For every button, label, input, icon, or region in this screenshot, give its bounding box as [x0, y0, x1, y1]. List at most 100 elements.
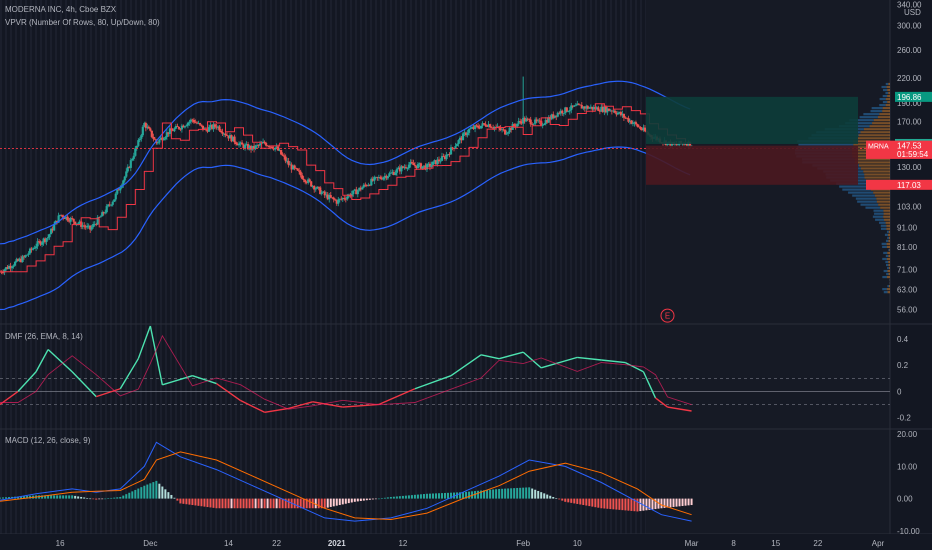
macd-histogram-bar — [585, 498, 588, 506]
vpvr-bar-up — [884, 233, 888, 236]
vpvr-bar-down — [878, 203, 890, 206]
candle-body — [215, 126, 218, 128]
price-tag-label: 147.53 — [897, 142, 922, 151]
price-tick-label: 220.00 — [897, 74, 922, 83]
dmf-pane[interactable] — [0, 325, 890, 413]
currency-label: USD — [904, 8, 921, 17]
candle-body — [624, 117, 627, 119]
time-tick-label: 12 — [398, 539, 407, 548]
candle-body — [416, 164, 420, 169]
candle-body — [561, 110, 564, 114]
candle-body — [377, 177, 380, 178]
session-stripe — [400, 0, 402, 534]
macd-histogram-bar — [329, 498, 332, 507]
candle-body — [134, 148, 137, 156]
candle-body — [167, 132, 170, 134]
macd-histogram-bar — [266, 498, 269, 509]
macd-histogram-bar — [501, 488, 504, 499]
candle-body — [264, 143, 268, 146]
candle-body — [156, 142, 159, 144]
session-stripe — [190, 0, 192, 534]
price-scale[interactable]: 340.00300.00260.00220.00190.00170.00149.… — [897, 0, 922, 535]
candle-body — [194, 122, 197, 124]
vpvr-bar-up — [798, 143, 854, 146]
macd-histogram-bar — [344, 498, 347, 504]
macd-histogram-bar — [77, 496, 80, 499]
candle-body — [547, 117, 550, 123]
candle-body — [210, 125, 214, 129]
candle-body — [263, 141, 266, 144]
macd-histogram-bar — [519, 487, 522, 499]
vpvr-bar-up — [886, 230, 889, 233]
candle-body — [198, 123, 202, 125]
vpvr-bar-up — [863, 113, 880, 116]
macd-histogram-bar — [275, 498, 278, 509]
session-stripe — [295, 0, 297, 534]
candle-body — [71, 218, 74, 219]
macd-histogram-bar — [365, 498, 368, 501]
candle-body — [234, 142, 238, 144]
time-scale[interactable]: 16 Dec 14 22 2021 12 Feb 10 Mar 8 15 22 Apr — [0, 534, 932, 550]
candle-body — [292, 165, 295, 170]
price-tick-label: 340.00 — [897, 0, 922, 9]
candle-body — [149, 128, 152, 131]
dmf-line-segment — [288, 401, 313, 410]
session-stripe — [375, 0, 377, 534]
macd-histogram-bar — [179, 498, 182, 504]
vpvr-bar-down — [864, 176, 890, 179]
vpvr-bar-up — [885, 260, 889, 264]
session-stripe — [595, 0, 597, 534]
candle-body — [510, 127, 513, 130]
candle-body — [9, 266, 12, 269]
candle-body — [216, 126, 220, 128]
candle-body — [588, 107, 591, 109]
session-stripe — [160, 0, 162, 534]
session-stripe — [410, 0, 412, 534]
vpvr-bar-up — [882, 88, 888, 92]
vpvr-bar-up — [885, 91, 889, 95]
candle-body — [313, 185, 316, 190]
candle-body — [248, 145, 251, 150]
candle-body — [580, 105, 583, 109]
vpvr-bar-down — [863, 128, 890, 131]
vpvr-bar-up — [887, 236, 889, 239]
macd-pane[interactable] — [0, 441, 693, 522]
macd-legend[interactable]: MACD (12, 26, close, 9) — [5, 436, 91, 445]
candle-body — [162, 138, 165, 141]
candle-body — [478, 127, 481, 129]
candle-body — [601, 106, 604, 112]
macd-histogram-bar — [50, 495, 53, 499]
candle-body — [621, 113, 624, 116]
dmf-tick-label: -0.2 — [897, 414, 911, 423]
session-stripe — [530, 0, 532, 534]
candle-body — [505, 133, 508, 135]
candle-body — [278, 150, 281, 151]
macd-histogram-bar — [474, 491, 477, 499]
macd-histogram-bar — [332, 498, 335, 507]
candle-body — [628, 120, 632, 122]
vpvr-bar-down — [888, 272, 890, 276]
macd-histogram-bar — [92, 498, 95, 500]
candle-body — [221, 132, 224, 134]
macd-tick-label: 10.00 — [897, 462, 918, 471]
dmf-legend[interactable]: DMF (26, EMA, 8, 14) — [5, 332, 83, 341]
candle-body — [439, 160, 442, 162]
vpvr-legend[interactable]: VPVR (Number Of Rows, 80, Up/Down, 80) — [5, 18, 160, 27]
macd-histogram-bar — [56, 495, 59, 499]
symbol-legend[interactable]: MODERNA INC, 4h, Cboe BZX — [5, 5, 117, 14]
price-pane[interactable]: E — [0, 76, 890, 323]
price-tag-label: 117.03 — [897, 181, 921, 190]
macd-histogram-bar — [269, 498, 272, 509]
price-tag-label: 196.86 — [897, 93, 922, 102]
candle-body — [412, 163, 415, 166]
session-stripe — [415, 0, 417, 534]
macd-histogram-bar — [161, 486, 164, 499]
vpvr-bar-up — [879, 104, 886, 107]
macd-histogram-bar — [594, 498, 597, 508]
candle-body — [340, 198, 343, 200]
time-tick-label: 15 — [771, 539, 780, 548]
candle-body — [245, 144, 248, 145]
candle-body — [113, 199, 116, 202]
macd-histogram-bar — [164, 489, 167, 499]
